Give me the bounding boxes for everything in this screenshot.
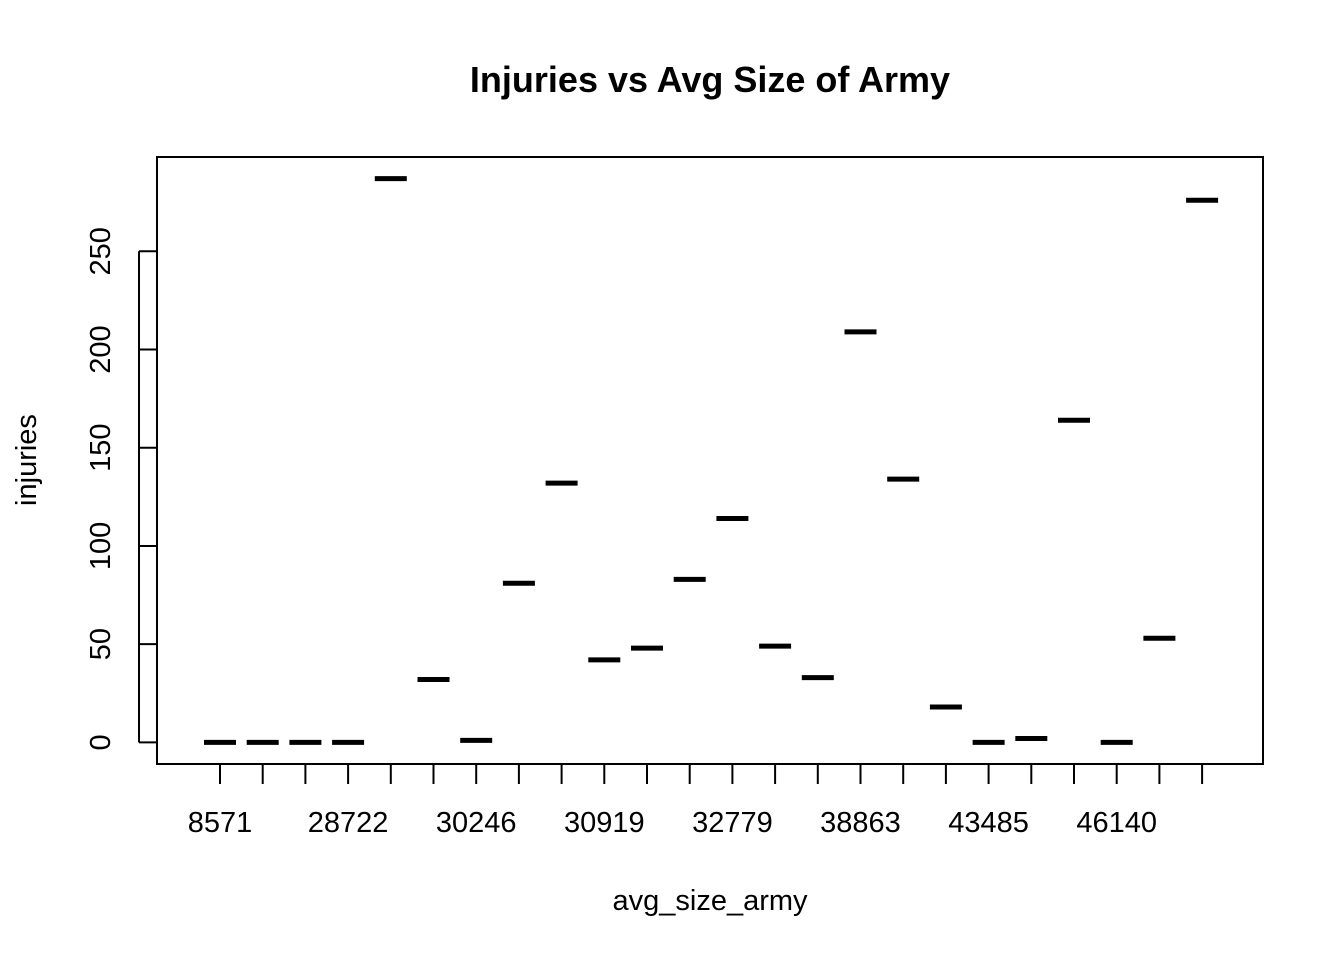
x-tick-label: 30919 xyxy=(564,807,645,839)
chart-title: Injuries vs Avg Size of Army xyxy=(470,59,950,100)
plot-frame xyxy=(156,156,1264,765)
x-tick-label: 46140 xyxy=(1076,807,1157,839)
data-marks xyxy=(204,176,1219,745)
x-tick-label: 38863 xyxy=(820,807,901,839)
y-tick-label: 250 xyxy=(85,227,117,275)
x-tick-label: 43485 xyxy=(948,807,1029,839)
x-tick-label: 28722 xyxy=(308,807,389,839)
y-axis-label: injuries xyxy=(11,414,43,506)
x-tick-label: 30246 xyxy=(436,807,517,839)
x-axis-label: avg_size_army xyxy=(612,885,808,917)
y-tick-label: 100 xyxy=(85,522,117,570)
x-tick-label: 8571 xyxy=(188,807,253,839)
x-axis: 8571 28722 30246 30919 32779 38863 43485 46140 xyxy=(188,764,1204,839)
y-tick-label: 0 xyxy=(85,734,117,750)
y-axis: 0 50 100 150 200 250 xyxy=(85,227,157,750)
y-tick-label: 200 xyxy=(85,325,117,373)
x-tick-label: 32779 xyxy=(692,807,773,839)
y-tick-label: 150 xyxy=(85,424,117,472)
y-tick-label: 50 xyxy=(85,628,117,660)
